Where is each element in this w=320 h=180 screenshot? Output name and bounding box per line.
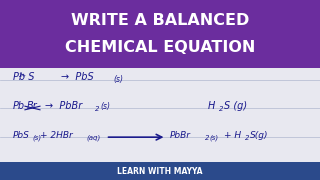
Text: 2: 2	[219, 106, 223, 112]
Text: PbS: PbS	[13, 130, 30, 140]
FancyBboxPatch shape	[0, 0, 320, 68]
Text: LEARN WITH MAYYA: LEARN WITH MAYYA	[117, 166, 203, 176]
Text: PbBr: PbBr	[170, 130, 191, 140]
Text: Pb S: Pb S	[13, 72, 34, 82]
Text: (aq): (aq)	[86, 134, 101, 141]
Text: S (g): S (g)	[224, 101, 247, 111]
Text: →  PbBr: → PbBr	[45, 101, 82, 111]
Text: (s): (s)	[210, 134, 219, 141]
Text: 2+: 2+	[19, 73, 27, 78]
Text: WRITE A BALANCED: WRITE A BALANCED	[71, 13, 249, 28]
Text: (s): (s)	[114, 75, 124, 84]
Text: + H: + H	[224, 130, 241, 140]
Text: 2: 2	[95, 106, 100, 112]
FancyBboxPatch shape	[0, 162, 320, 180]
Text: Br: Br	[27, 101, 38, 111]
Text: 2: 2	[245, 135, 249, 141]
Text: (s): (s)	[32, 134, 41, 141]
Text: H: H	[208, 101, 215, 111]
Text: 2: 2	[205, 135, 209, 141]
Text: CHEMICAL EQUATION: CHEMICAL EQUATION	[65, 40, 255, 55]
Text: Pb: Pb	[13, 101, 25, 111]
Text: S(g): S(g)	[250, 130, 268, 140]
Text: + 2HBr: + 2HBr	[40, 130, 73, 140]
Text: →  PbS: → PbS	[61, 72, 93, 82]
Text: (s): (s)	[101, 102, 111, 111]
